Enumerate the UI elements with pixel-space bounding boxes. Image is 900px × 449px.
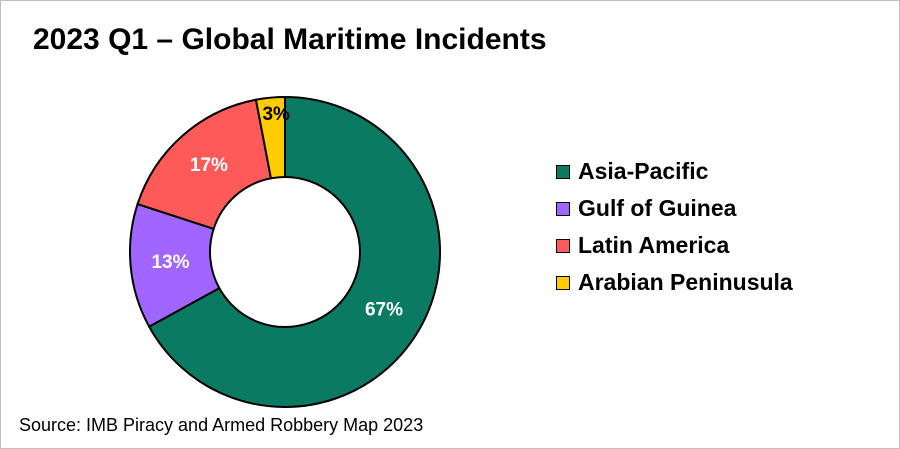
- data-label-gulf-of-guinea: 13%: [151, 252, 189, 273]
- source-note: Source: IMB Piracy and Armed Robbery Map…: [19, 415, 424, 435]
- legend-item-latin-america: Latin America: [556, 227, 793, 264]
- data-label-arabian-peninusula: 3%: [262, 104, 290, 125]
- legend-swatch: [556, 164, 570, 179]
- chart-title: 2023 Q1 – Global Maritime Incidents: [33, 23, 547, 56]
- data-label-latin-america: 17%: [190, 155, 228, 176]
- legend-label: Latin America: [578, 232, 730, 258]
- donut-slice-asia-pacific: [147, 95, 441, 408]
- legend-item-arabian-peninusula: Arabian Peninusula: [556, 264, 793, 301]
- chart-legend: Asia-Pacific Gulf of Guinea Latin America A…: [556, 153, 793, 301]
- legend-label: Asia-Pacific: [578, 158, 709, 184]
- data-label-asia-pacific: 67%: [365, 300, 403, 321]
- legend-swatch: [556, 238, 570, 253]
- donut-slice-arabian-peninusula: [254, 95, 286, 180]
- legend-label: Gulf of Guinea: [578, 195, 737, 221]
- legend-item-gulf-of-guinea: Gulf of Guinea: [556, 190, 793, 227]
- legend-label: Arabian Peninusula: [578, 269, 793, 295]
- legend-item-asia-pacific: Asia-Pacific: [556, 153, 793, 190]
- legend-swatch: [556, 201, 570, 216]
- legend-swatch: [556, 275, 570, 290]
